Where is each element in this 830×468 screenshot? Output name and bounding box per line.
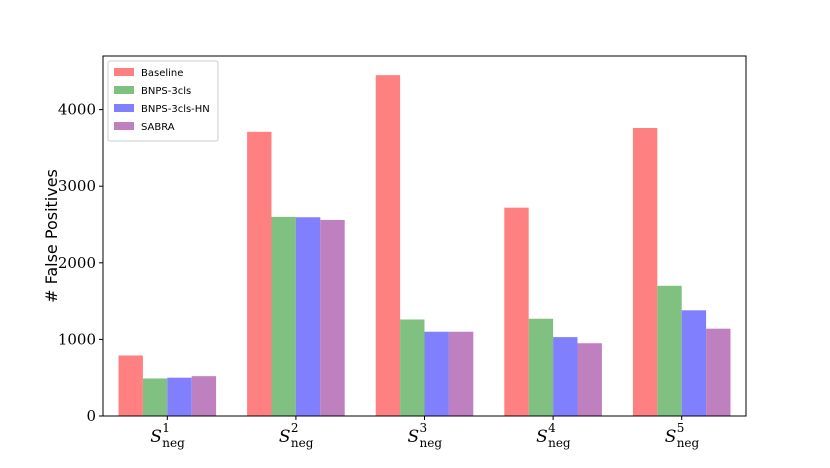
bar-sabra-5 [706,328,731,416]
bar-bnps-3cls-4 [528,318,554,416]
bar-bnps-3cls-5 [657,285,682,416]
y-tick-label: 3000 [58,177,96,195]
y-tick-label: 1000 [58,330,96,348]
legend-box [107,60,219,142]
svg-text:1: 1 [162,421,170,435]
bar-sabra-4 [577,343,602,416]
svg-text:S: S [536,427,548,447]
bar-sabra-1 [191,376,217,416]
legend-swatch [114,68,134,76]
bar-bnps-3cls-hn-3 [424,331,449,416]
bars-layer [118,75,731,417]
bar-bnps-3cls-hn-2 [295,217,321,416]
legend-label: BNPS-3cls-HN [141,104,210,115]
y-axis: 0 1000 2000 3000 4000 [58,101,103,425]
y-tick-label: 0 [86,407,96,425]
svg-text:2: 2 [291,421,299,435]
y-tick-label: 4000 [58,101,96,119]
legend-swatch [114,104,134,112]
svg-text:3: 3 [420,421,428,435]
bar-baseline-1 [118,355,143,416]
svg-text:neg: neg [162,436,185,450]
svg-text:neg: neg [548,436,571,450]
bar-baseline-5 [632,128,658,416]
legend-label: BNPS-3cls [141,86,191,97]
bar-bnps-3cls-2 [271,216,296,416]
bar-bnps-3cls-1 [142,378,168,416]
bar-bnps-3cls-hn-4 [553,337,578,416]
y-tick-label: 2000 [58,254,96,272]
svg-text:S: S [150,427,162,447]
bar-baseline-3 [375,75,401,417]
legend-swatch [114,122,134,130]
bar-bnps-3cls-hn-5 [681,310,707,416]
legend: Baseline BNPS-3cls BNPS-3cls-HN SABRA [107,60,219,142]
legend-label: Baseline [141,68,183,79]
svg-text:neg: neg [291,436,314,450]
bar-sabra-3 [448,331,474,416]
bar-sabra-2 [320,219,345,416]
svg-text:S: S [665,427,677,447]
y-axis-label: # False Positives [42,169,61,303]
legend-label: SABRA [141,122,175,133]
bar-bnps-3cls-3 [400,319,425,416]
svg-text:S: S [279,427,291,447]
svg-text:neg: neg [677,436,700,450]
bar-bnps-3cls-hn-1 [167,377,192,416]
bar-baseline-2 [247,131,272,417]
svg-text:neg: neg [420,436,443,450]
svg-text:5: 5 [677,421,685,435]
legend-swatch [114,86,134,94]
svg-text:S: S [408,427,420,447]
svg-text:4: 4 [548,421,556,435]
bar-baseline-4 [504,207,529,416]
